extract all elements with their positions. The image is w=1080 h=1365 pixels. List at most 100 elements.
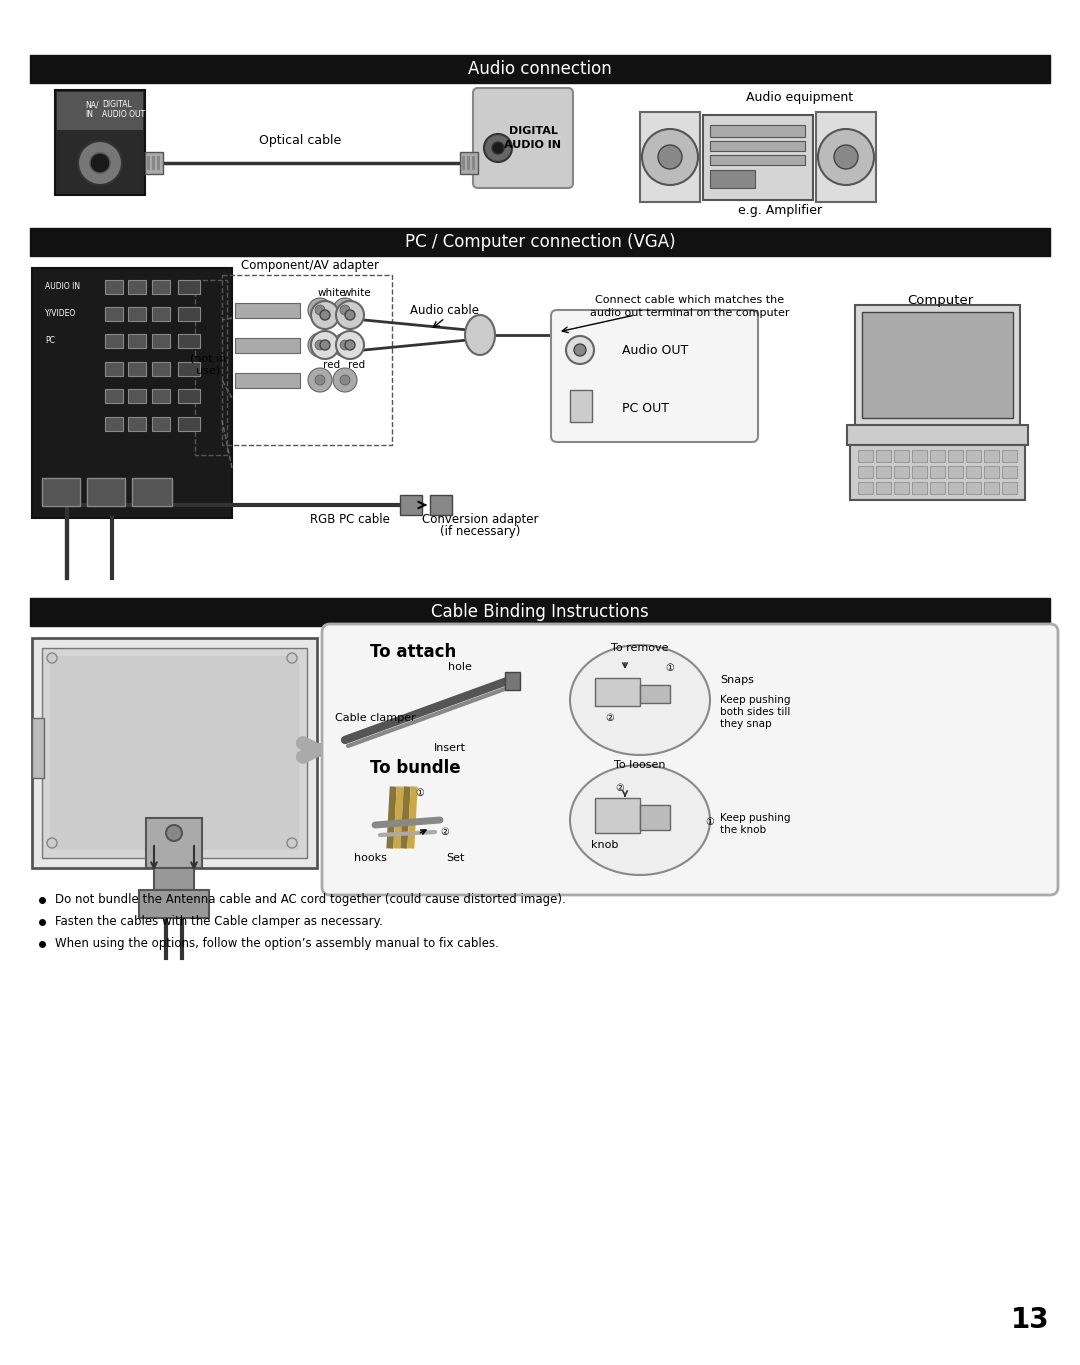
Circle shape bbox=[818, 130, 874, 186]
Bar bbox=[235, 303, 300, 318]
Bar bbox=[195, 280, 227, 455]
Circle shape bbox=[78, 141, 122, 186]
Text: DIGITAL: DIGITAL bbox=[509, 126, 557, 136]
Text: PC: PC bbox=[45, 336, 55, 344]
Text: ①: ① bbox=[665, 663, 674, 673]
Bar bbox=[152, 156, 156, 171]
Bar bbox=[460, 152, 478, 173]
Text: audio out terminal on the computer: audio out terminal on the computer bbox=[591, 308, 789, 318]
Bar bbox=[87, 478, 125, 506]
Bar bbox=[57, 91, 143, 130]
Text: Cable Binding Instructions: Cable Binding Instructions bbox=[431, 603, 649, 621]
Circle shape bbox=[315, 340, 325, 349]
Text: e.g. Amplifier: e.g. Amplifier bbox=[738, 203, 822, 217]
Text: Connect cable which matches the: Connect cable which matches the bbox=[595, 295, 784, 304]
Bar bbox=[984, 482, 999, 494]
Circle shape bbox=[308, 298, 332, 322]
Bar bbox=[32, 268, 232, 517]
Bar bbox=[966, 482, 981, 494]
Bar bbox=[152, 307, 170, 321]
Bar bbox=[129, 280, 146, 293]
Bar bbox=[146, 818, 202, 868]
Bar bbox=[850, 445, 1025, 500]
Text: use): use) bbox=[195, 364, 220, 375]
Bar bbox=[876, 482, 891, 494]
Bar bbox=[157, 156, 160, 171]
Bar bbox=[855, 304, 1020, 425]
Text: ②: ② bbox=[606, 713, 615, 723]
Bar bbox=[152, 416, 170, 431]
FancyBboxPatch shape bbox=[551, 310, 758, 442]
Ellipse shape bbox=[465, 315, 495, 355]
Bar bbox=[430, 495, 453, 515]
Text: AUDIO IN: AUDIO IN bbox=[504, 141, 562, 150]
Text: Fasten the cables with the Cable clamper as necessary.: Fasten the cables with the Cable clamper… bbox=[55, 916, 382, 928]
Circle shape bbox=[311, 302, 339, 329]
Circle shape bbox=[345, 340, 355, 349]
Bar bbox=[912, 465, 927, 478]
Bar bbox=[1002, 482, 1017, 494]
Circle shape bbox=[166, 824, 183, 841]
Circle shape bbox=[308, 369, 332, 392]
Bar bbox=[400, 495, 422, 515]
Circle shape bbox=[573, 344, 586, 356]
Circle shape bbox=[315, 304, 325, 315]
Text: Component/AV adapter: Component/AV adapter bbox=[241, 258, 379, 272]
Circle shape bbox=[340, 304, 350, 315]
Text: Do not bundle the Antenna cable and AC cord together (could cause distorted imag: Do not bundle the Antenna cable and AC c… bbox=[55, 894, 566, 906]
Circle shape bbox=[484, 134, 512, 162]
Bar bbox=[948, 450, 963, 461]
Circle shape bbox=[333, 298, 357, 322]
Bar bbox=[105, 307, 123, 321]
Bar bbox=[235, 373, 300, 388]
Bar bbox=[912, 482, 927, 494]
Bar bbox=[178, 416, 200, 431]
Bar bbox=[505, 672, 519, 689]
Bar bbox=[570, 390, 592, 422]
Circle shape bbox=[566, 336, 594, 364]
Bar bbox=[129, 389, 146, 403]
Bar bbox=[710, 171, 755, 188]
Bar bbox=[894, 465, 909, 478]
Bar bbox=[145, 152, 163, 173]
Text: ①: ① bbox=[416, 788, 424, 799]
Bar bbox=[710, 126, 805, 136]
Circle shape bbox=[336, 302, 364, 329]
Text: Keep pushing: Keep pushing bbox=[720, 695, 791, 704]
Bar bbox=[462, 156, 465, 171]
Bar bbox=[1002, 465, 1017, 478]
Text: Computer: Computer bbox=[907, 293, 973, 307]
Bar bbox=[948, 482, 963, 494]
Bar bbox=[152, 362, 170, 375]
Circle shape bbox=[658, 145, 681, 169]
Bar bbox=[152, 389, 170, 403]
Circle shape bbox=[340, 340, 350, 349]
Bar bbox=[105, 280, 123, 293]
Bar bbox=[105, 389, 123, 403]
Bar bbox=[710, 141, 805, 152]
Circle shape bbox=[48, 652, 57, 663]
Bar bbox=[129, 362, 146, 375]
Text: hole: hole bbox=[448, 662, 472, 672]
Text: Audio cable: Audio cable bbox=[410, 303, 480, 317]
Text: the knob: the knob bbox=[720, 824, 766, 835]
Text: PC / Computer connection (VGA): PC / Computer connection (VGA) bbox=[405, 233, 675, 251]
Text: white: white bbox=[342, 288, 372, 298]
Text: AUDIO OUT: AUDIO OUT bbox=[102, 111, 145, 119]
Text: red: red bbox=[349, 360, 365, 370]
Text: DIGITAL: DIGITAL bbox=[102, 100, 132, 109]
Circle shape bbox=[336, 330, 364, 359]
Text: (if necessary): (if necessary) bbox=[440, 524, 521, 538]
Bar bbox=[105, 416, 123, 431]
Bar bbox=[948, 465, 963, 478]
Circle shape bbox=[48, 838, 57, 848]
Text: To attach: To attach bbox=[370, 643, 456, 661]
Circle shape bbox=[333, 369, 357, 392]
Bar bbox=[178, 307, 200, 321]
Text: red: red bbox=[323, 360, 340, 370]
Bar bbox=[894, 450, 909, 461]
Bar bbox=[129, 307, 146, 321]
Text: ②: ② bbox=[441, 827, 449, 837]
Bar bbox=[50, 657, 299, 850]
Text: knob: knob bbox=[592, 839, 619, 850]
